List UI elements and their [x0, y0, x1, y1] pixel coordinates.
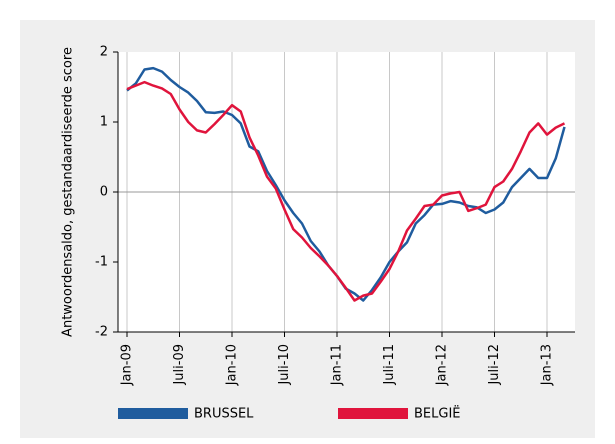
x-tick-label: Juli-11 [382, 344, 397, 386]
x-tick-label: Juli-09 [172, 344, 187, 386]
x-tick-label: Jan-13 [540, 344, 555, 386]
legend-swatch [118, 408, 188, 419]
legend-label: BELGIË [414, 406, 461, 422]
x-tick-label: Juli-10 [277, 344, 292, 386]
y-tick-label: 0 [100, 185, 108, 200]
series-line [126, 80, 566, 302]
y-tick-label: -2 [95, 325, 108, 340]
y-tick-label: 2 [100, 45, 108, 60]
y-tick-label: 1 [100, 115, 108, 130]
y-axis-label: Antwoordensaldo, gestandaardiseerde scor… [61, 47, 76, 337]
legend-swatch [338, 408, 408, 419]
x-tick-label: Jan-10 [225, 344, 240, 386]
x-tick-label: Juli-12 [487, 344, 502, 386]
legend-label: BRUSSEL [194, 407, 254, 422]
x-tick-label: Jan-11 [330, 344, 345, 386]
x-tick-label: Jan-09 [120, 344, 135, 386]
x-tick-label: Jan-12 [435, 344, 450, 386]
y-tick-label: -1 [95, 255, 108, 270]
